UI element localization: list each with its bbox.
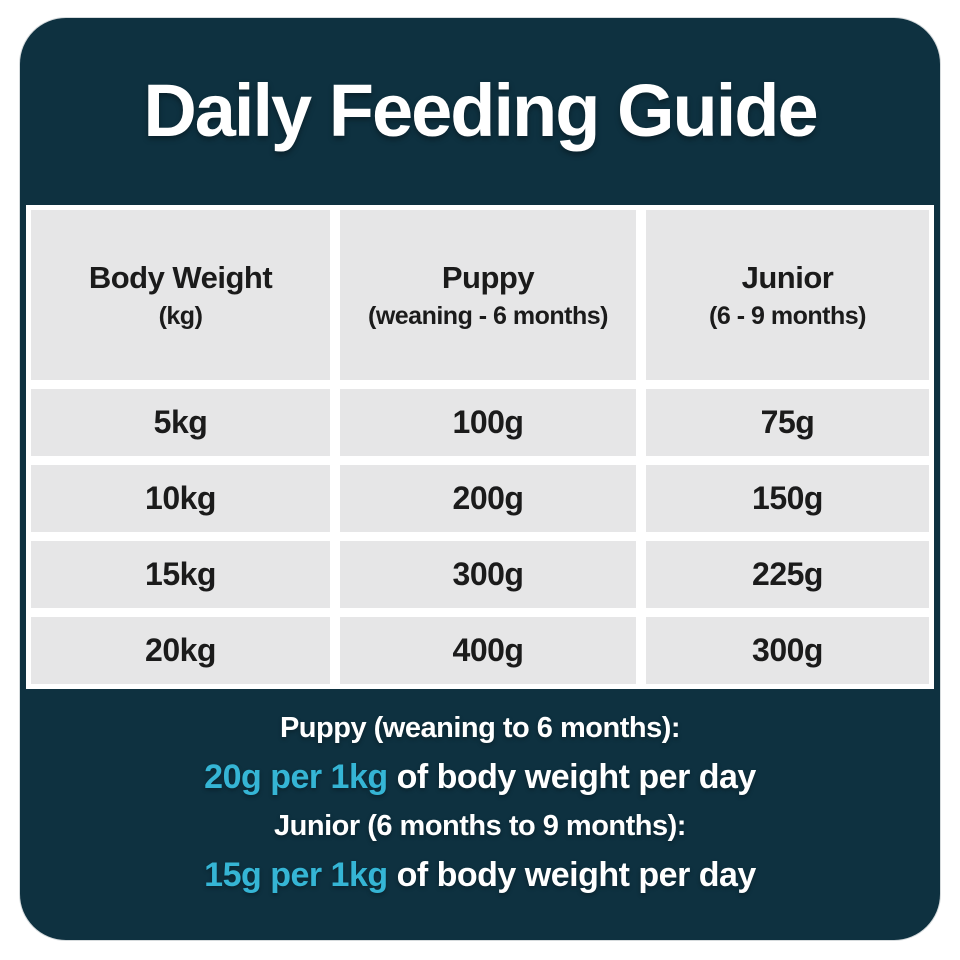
column-header-sublabel: (6 - 9 months) [709, 301, 866, 330]
column-header-sublabel: (weaning - 6 months) [368, 301, 609, 330]
column-header-label: Body Weight [88, 260, 273, 296]
column-header-label: Puppy [441, 260, 535, 296]
note-puppy-value: 20g per 1kg of body weight per day [20, 752, 940, 802]
note-puppy-heading: Puppy (weaning to 6 months): [279, 712, 681, 745]
feeding-guide-card: Daily Feeding Guide Body Weight (kg) Pup… [20, 18, 940, 940]
cell-puppy-20kg: 400g [340, 617, 636, 685]
column-header-body-weight: Body Weight (kg) [31, 210, 330, 381]
cell-junior-10kg: 150g [646, 465, 929, 533]
feeding-table: Body Weight (kg) Puppy (weaning - 6 mont… [26, 205, 934, 690]
cell-weight-10kg: 10kg [31, 465, 330, 533]
cell-puppy-15kg: 300g [340, 541, 636, 609]
cell-weight-20kg: 20kg [31, 617, 330, 685]
note-junior-rest: of body weight per day [387, 856, 757, 895]
note-junior-heading: Junior (6 months to 9 months): [274, 810, 686, 843]
cell-puppy-10kg: 200g [340, 465, 636, 533]
page-title: Daily Feeding Guide [143, 69, 818, 152]
note-junior-value: 15g per 1kg of body weight per day [20, 850, 940, 900]
note-puppy-highlight: 20g per 1kg [204, 758, 388, 797]
cell-weight-5kg: 5kg [31, 389, 330, 457]
cell-weight-15kg: 15kg [31, 541, 330, 609]
cell-junior-15kg: 225g [646, 541, 929, 609]
column-header-label: Junior [741, 260, 834, 296]
note-junior-highlight: 15g per 1kg [204, 856, 388, 895]
column-header-puppy: Puppy (weaning - 6 months) [340, 210, 636, 381]
cell-junior-20kg: 300g [646, 617, 929, 685]
column-header-sublabel: (kg) [158, 301, 203, 330]
cell-puppy-5kg: 100g [340, 389, 636, 457]
cell-junior-5kg: 75g [646, 389, 929, 457]
feeding-notes: Puppy (weaning to 6 months): 20g per 1kg… [20, 704, 940, 900]
column-header-junior: Junior (6 - 9 months) [646, 210, 929, 381]
note-puppy-rest: of body weight per day [387, 758, 757, 797]
